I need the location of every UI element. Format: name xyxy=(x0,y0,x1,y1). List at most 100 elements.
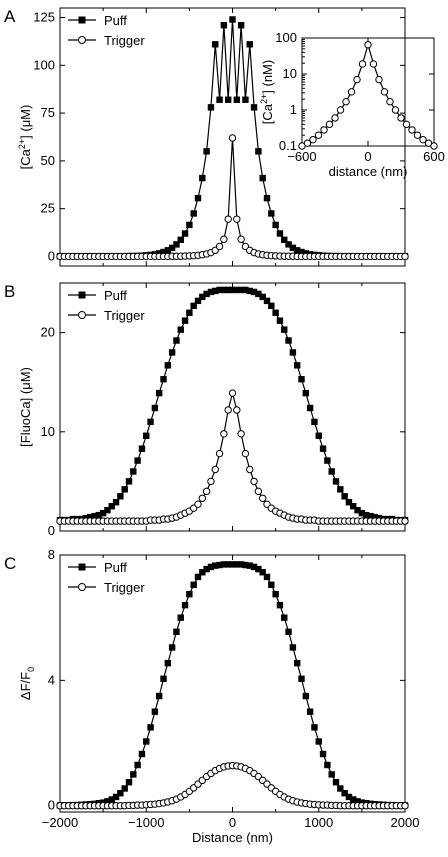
panel-label: B xyxy=(4,282,15,301)
chart-panel-3: B 0 10 20 [FluoCa] (μM) Puff Trigger xyxy=(4,282,409,538)
data-point xyxy=(250,288,258,296)
data-point xyxy=(276,230,284,237)
data-point xyxy=(199,174,206,182)
data-point xyxy=(289,644,297,651)
legend: Puff Trigger xyxy=(68,288,145,323)
data-point xyxy=(311,724,318,731)
data-point xyxy=(199,293,206,301)
data-point xyxy=(186,590,193,598)
data-point xyxy=(233,215,241,223)
data-point xyxy=(272,221,279,229)
data-point xyxy=(198,494,207,502)
data-point xyxy=(364,41,372,49)
data-point xyxy=(250,477,258,486)
y-tick-label: 125 xyxy=(33,10,55,25)
data-point xyxy=(345,499,353,506)
data-point xyxy=(303,139,312,147)
data-point xyxy=(293,659,301,667)
series-trigger xyxy=(56,134,409,261)
data-point xyxy=(332,779,340,786)
data-point xyxy=(168,349,176,356)
data-point xyxy=(281,614,288,621)
data-point xyxy=(342,98,350,106)
data-point xyxy=(207,104,215,111)
data-point xyxy=(130,771,137,778)
data-point xyxy=(350,503,357,510)
legend-marker xyxy=(78,311,86,319)
y-tick-label: 0 xyxy=(48,248,55,263)
data-point xyxy=(143,432,150,439)
data-point xyxy=(242,96,249,103)
legend: Puff Trigger xyxy=(68,13,145,48)
y-label-suffix: ] (nM) xyxy=(260,60,275,94)
data-point xyxy=(354,506,361,514)
y-label-text: [FluoCa] (μM) xyxy=(18,367,33,447)
data-point xyxy=(258,494,267,502)
data-point xyxy=(160,675,167,682)
data-point xyxy=(228,389,237,397)
data-point xyxy=(302,692,310,700)
legend-label: Trigger xyxy=(104,308,145,323)
data-point xyxy=(207,563,215,571)
data-point xyxy=(237,430,245,438)
data-point xyxy=(224,561,232,568)
data-point xyxy=(246,41,253,48)
data-point xyxy=(220,286,228,294)
data-point xyxy=(341,493,348,500)
data-point xyxy=(143,738,150,745)
x-tick-label: −2000 xyxy=(42,815,79,830)
data-point xyxy=(112,793,120,801)
y-tick-label: 50 xyxy=(41,153,55,168)
y-label-sup: 2+ xyxy=(17,139,27,149)
data-point xyxy=(224,215,232,223)
data-point xyxy=(229,16,236,23)
data-point xyxy=(173,241,180,248)
data-point xyxy=(130,468,137,475)
data-point xyxy=(216,286,223,294)
data-point xyxy=(246,562,253,569)
data-point xyxy=(311,418,318,426)
data-point xyxy=(160,376,167,383)
data-point xyxy=(224,286,232,294)
data-point xyxy=(401,252,409,261)
data-point xyxy=(233,96,241,103)
data-point xyxy=(194,297,202,305)
data-point xyxy=(104,506,111,514)
data-point xyxy=(246,287,253,295)
data-point xyxy=(186,309,193,316)
data-point xyxy=(255,290,262,298)
data-point xyxy=(155,389,163,397)
x-tick-label: −600 xyxy=(287,149,316,164)
panel-label: C xyxy=(4,554,16,573)
data-point xyxy=(281,326,288,333)
data-point xyxy=(358,60,367,68)
series-trigger xyxy=(56,761,409,810)
data-point xyxy=(190,210,197,217)
data-point xyxy=(237,22,245,29)
data-point xyxy=(160,248,167,256)
data-point xyxy=(125,779,133,786)
data-point xyxy=(151,404,159,412)
data-point xyxy=(86,513,94,521)
data-point xyxy=(237,561,245,568)
y-tick-label: 100 xyxy=(33,57,55,72)
data-point xyxy=(181,317,189,324)
legend-marker xyxy=(78,36,86,44)
chart-panel-4: C 0 4 8 −2000 −1000 0 1000 2000 Distance (nm) ΔF/F… xyxy=(4,547,419,845)
data-point xyxy=(337,486,344,493)
data-point xyxy=(224,96,232,103)
data-point xyxy=(353,75,361,84)
data-point xyxy=(246,465,254,474)
data-point xyxy=(138,750,146,758)
data-point xyxy=(155,692,163,700)
data-point xyxy=(268,210,275,217)
data-point xyxy=(168,644,176,651)
data-point xyxy=(289,349,297,356)
data-point xyxy=(254,487,263,496)
y-label-sub: 0 xyxy=(26,667,36,672)
data-point xyxy=(259,569,266,576)
x-axis-label: distance (nm) xyxy=(329,164,408,179)
data-point xyxy=(319,445,327,452)
data-point xyxy=(212,287,219,295)
